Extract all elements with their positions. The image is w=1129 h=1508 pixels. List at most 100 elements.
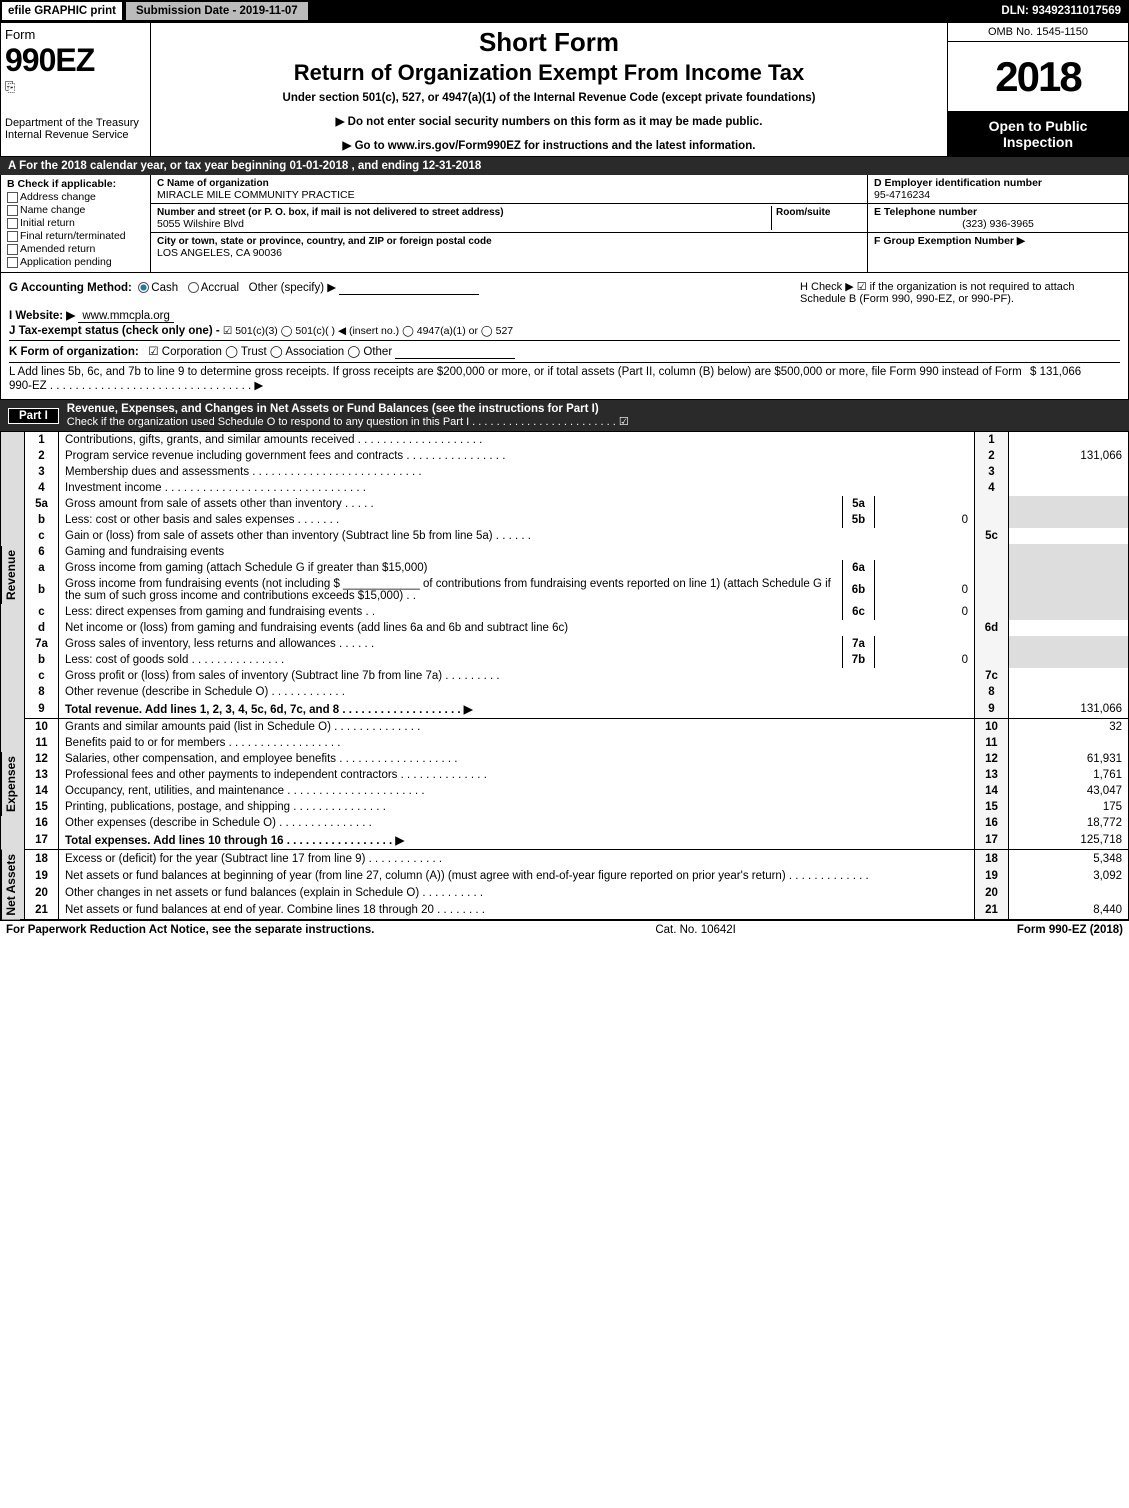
check-final-return[interactable]: Final return/terminated (7, 230, 144, 242)
radio-cash[interactable] (138, 282, 149, 293)
shaded-cell (1009, 604, 1129, 620)
line-amount (1009, 684, 1129, 700)
line-amount: 131,066 (1009, 700, 1129, 719)
line-desc: Gain or (loss) from sale of assets other… (59, 528, 975, 544)
org-name-label: C Name of organization (157, 178, 269, 189)
dln-number: DLN: 93492311017569 (993, 0, 1129, 22)
line-amount: 5,348 (1009, 850, 1129, 868)
line-desc: Net income or (loss) from gaming and fun… (59, 620, 975, 636)
efile-label: efile GRAPHIC print (0, 0, 124, 22)
line-desc: Total revenue. Add lines 1, 2, 3, 4, 5c,… (59, 700, 975, 719)
sub-line-ref: 5b (843, 512, 875, 528)
accounting-method-label: G Accounting Method: (9, 282, 132, 294)
line-num: 9 (25, 700, 59, 719)
ssn-warning: ▶ Do not enter social security numbers o… (159, 114, 939, 128)
line-num: 13 (25, 767, 59, 783)
line-ref: 10 (975, 719, 1009, 736)
line-num: 2 (25, 448, 59, 464)
shaded-cell (975, 652, 1009, 668)
check-label: Name change (20, 204, 85, 216)
line-ref: 5c (975, 528, 1009, 544)
catalog-number: Cat. No. 10642I (655, 924, 736, 936)
line-ref: 18 (975, 850, 1009, 868)
box-c: C Name of organization MIRACLE MILE COMM… (151, 175, 868, 272)
shaded-cell (975, 496, 1009, 512)
line-num: 18 (25, 850, 59, 868)
check-name-change[interactable]: Name change (7, 204, 144, 216)
line-ref: 16 (975, 815, 1009, 831)
line-desc: Printing, publications, postage, and shi… (59, 799, 975, 815)
line-amount: 61,931 (1009, 751, 1129, 767)
line-ref: 1 (975, 432, 1009, 449)
line-ref: 12 (975, 751, 1009, 767)
tax-exempt-label: J Tax-exempt status (check only one) - (9, 325, 223, 337)
line-num: 19 (25, 867, 59, 884)
line-num: 5a (25, 496, 59, 512)
line-desc: Contributions, gifts, grants, and simila… (59, 432, 975, 449)
sub-line-ref: 7a (843, 636, 875, 652)
shaded-cell (1009, 496, 1129, 512)
line-ref: 20 (975, 885, 1009, 902)
line-amount: 175 (1009, 799, 1129, 815)
shaded-cell (975, 576, 1009, 604)
dept-label: Department of the Treasury (5, 117, 146, 129)
line-num: 10 (25, 719, 59, 736)
period-end: 12-31-2018 (422, 160, 481, 172)
shaded-cell (975, 512, 1009, 528)
phone-value: (323) 936-3965 (874, 218, 1122, 230)
goto-link[interactable]: ▶ Go to www.irs.gov/Form990EZ for instru… (159, 138, 939, 152)
schedule-b-check: H Check ▶ ☑ if the organization is not r… (800, 280, 1120, 305)
check-address-change[interactable]: Address change (7, 191, 144, 203)
line-num: d (25, 620, 59, 636)
line-ref: 15 (975, 799, 1009, 815)
website-value[interactable]: www.mmcpla.org (78, 310, 174, 323)
line-desc: Gross amount from sale of assets other t… (59, 496, 843, 512)
line-num: c (25, 604, 59, 620)
shaded-cell (1009, 544, 1129, 560)
line-desc: Other revenue (describe in Schedule O) .… (59, 684, 975, 700)
line-ref: 21 (975, 902, 1009, 920)
netassets-section-label: Net Assets (1, 850, 20, 920)
open-public-badge: Open to Public Inspection (948, 111, 1128, 156)
line-ref: 2 (975, 448, 1009, 464)
form-number: 990EZ (5, 42, 146, 79)
addr-label: Number and street (or P. O. box, if mail… (157, 207, 504, 218)
check-label: Application pending (20, 256, 112, 268)
line-desc: Total expenses. Add lines 10 through 16 … (59, 831, 975, 850)
line-desc: Other changes in net assets or fund bala… (59, 885, 975, 902)
form-header: Form 990EZ ⎘ Department of the Treasury … (0, 22, 1129, 157)
line-num: 4 (25, 480, 59, 496)
under-section: Under section 501(c), 527, or 4947(a)(1)… (159, 92, 939, 104)
line-desc: Net assets or fund balances at beginning… (59, 867, 975, 884)
check-application-pending[interactable]: Application pending (7, 256, 144, 268)
period-mid: , and ending (351, 160, 422, 172)
line-desc: Professional fees and other payments to … (59, 767, 975, 783)
return-title: Return of Organization Exempt From Incom… (159, 60, 939, 86)
line-amount (1009, 432, 1129, 449)
check-initial-return[interactable]: Initial return (7, 217, 144, 229)
website-label: I Website: ▶ (9, 310, 75, 322)
line-num: 12 (25, 751, 59, 767)
line-amount (1009, 480, 1129, 496)
sub-amount: 0 (875, 576, 975, 604)
line-ref: 19 (975, 867, 1009, 884)
line-num: 16 (25, 815, 59, 831)
line-ref: 14 (975, 783, 1009, 799)
line-num: 7a (25, 636, 59, 652)
line-amount (1009, 620, 1129, 636)
line-num: c (25, 528, 59, 544)
period-begin: 01-01-2018 (289, 160, 348, 172)
line-amount: 125,718 (1009, 831, 1129, 850)
submission-date: Submission Date - 2019-11-07 (124, 0, 310, 22)
check-amended-return[interactable]: Amended return (7, 243, 144, 255)
radio-accrual[interactable] (188, 282, 199, 293)
line-num: a (25, 560, 59, 576)
line-desc: Gross income from gaming (attach Schedul… (59, 560, 843, 576)
line-num: 15 (25, 799, 59, 815)
line-amount: 32 (1009, 719, 1129, 736)
line-num: 14 (25, 783, 59, 799)
irs-label: Internal Revenue Service (5, 129, 146, 141)
line-ref: 17 (975, 831, 1009, 850)
line-num: 6 (25, 544, 59, 560)
line-desc: Program service revenue including govern… (59, 448, 975, 464)
